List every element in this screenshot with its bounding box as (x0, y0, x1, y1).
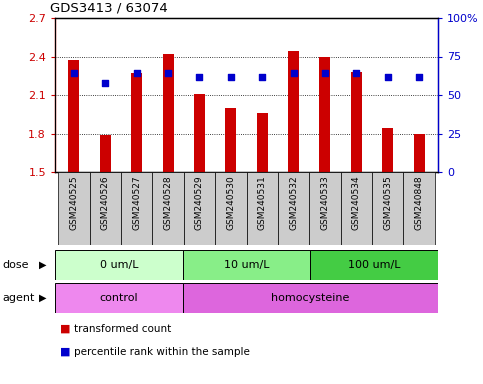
Text: control: control (99, 293, 138, 303)
Bar (351, 72, 362, 172)
Text: GSM240534: GSM240534 (352, 175, 361, 230)
Bar (256, 113, 268, 172)
Bar (99, 135, 111, 172)
Point (258, 73, 266, 79)
Text: ▶: ▶ (39, 260, 47, 270)
Text: 0 um/L: 0 um/L (99, 260, 138, 270)
Bar (55, 283, 183, 313)
Text: 100 um/L: 100 um/L (348, 260, 400, 270)
Bar (215, 172, 246, 245)
Text: GSM240535: GSM240535 (384, 175, 392, 230)
Bar (225, 108, 236, 172)
Bar (319, 56, 330, 172)
Point (290, 70, 298, 76)
Point (70, 70, 78, 76)
Bar (309, 172, 341, 245)
Point (133, 70, 141, 76)
Bar (89, 172, 121, 245)
Text: homocysteine: homocysteine (271, 293, 350, 303)
Text: ■: ■ (60, 347, 71, 357)
Point (353, 70, 360, 76)
Text: GSM240533: GSM240533 (321, 175, 329, 230)
Text: agent: agent (2, 293, 35, 303)
Bar (152, 172, 184, 245)
Bar (341, 172, 372, 245)
Bar (278, 172, 309, 245)
Bar (162, 54, 173, 172)
Bar (311, 250, 438, 280)
Bar (288, 51, 299, 172)
Text: GSM240532: GSM240532 (289, 175, 298, 230)
Point (164, 70, 172, 76)
Text: 10 um/L: 10 um/L (224, 260, 269, 270)
Text: dose: dose (2, 260, 29, 270)
Text: ■: ■ (60, 324, 71, 334)
Text: GSM240525: GSM240525 (70, 175, 78, 230)
Text: GSM240528: GSM240528 (164, 175, 172, 230)
Text: percentile rank within the sample: percentile rank within the sample (74, 347, 250, 357)
Bar (183, 250, 311, 280)
Text: GSM240526: GSM240526 (101, 175, 110, 230)
Bar (382, 128, 393, 172)
Bar (184, 172, 215, 245)
Point (227, 73, 235, 79)
Bar (131, 73, 142, 172)
Text: ▶: ▶ (39, 293, 47, 303)
Bar (68, 60, 79, 172)
Text: GSM240527: GSM240527 (132, 175, 141, 230)
Point (384, 73, 392, 79)
Bar (413, 134, 425, 172)
Text: GSM240529: GSM240529 (195, 175, 204, 230)
Bar (55, 250, 183, 280)
Point (101, 79, 109, 86)
Text: GDS3413 / 63074: GDS3413 / 63074 (50, 1, 168, 14)
Text: transformed count: transformed count (74, 324, 171, 334)
Bar (372, 172, 403, 245)
Text: GSM240848: GSM240848 (415, 175, 424, 230)
Text: GSM240531: GSM240531 (258, 175, 267, 230)
Bar (194, 94, 205, 172)
Point (321, 70, 329, 76)
Point (415, 73, 423, 79)
Text: GSM240530: GSM240530 (227, 175, 235, 230)
Point (196, 73, 203, 79)
Bar (246, 172, 278, 245)
Bar (58, 172, 89, 245)
Bar (403, 172, 435, 245)
Bar (121, 172, 152, 245)
Bar (183, 283, 438, 313)
